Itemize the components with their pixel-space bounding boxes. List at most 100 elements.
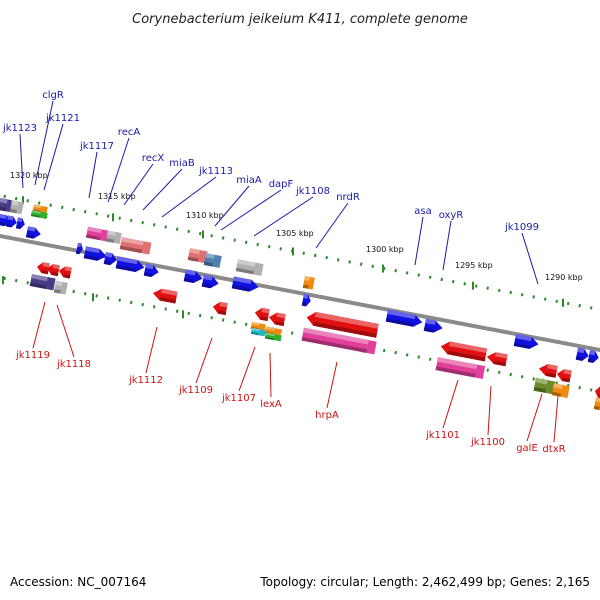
gene-label-reverse: jk1107 [221, 393, 256, 404]
track-tick [532, 377, 535, 381]
reverse-gene-arrow [593, 397, 600, 411]
reverse-gene-arrow [268, 312, 286, 327]
track-tick [233, 238, 236, 242]
gene-leader-line [326, 361, 338, 409]
track-tick [83, 210, 87, 214]
track-tick [118, 216, 121, 220]
reverse-gene-arrow [533, 377, 556, 395]
accession-text: Accession: NC_007164 [10, 575, 147, 589]
track-tick [578, 386, 581, 390]
track-tick [520, 293, 524, 297]
forward-gene-arrow [143, 263, 159, 277]
kbp-label: 1315 kbp [98, 192, 136, 201]
track-tick [589, 388, 593, 392]
topology-text: Topology: circular; Length: 2,462,499 bp… [260, 575, 590, 589]
track-tick [106, 296, 110, 300]
reverse-gene-arrow [58, 266, 72, 279]
track-tick [95, 294, 98, 298]
gene-leader-line [315, 202, 349, 249]
reverse-gene-arrow [486, 352, 508, 367]
kbp-label: 1310 kbp [186, 211, 224, 220]
track-tick [198, 313, 202, 318]
track-tick [210, 234, 213, 238]
gene-label-reverse: jk1118 [56, 359, 91, 370]
track-tick [37, 201, 41, 205]
track-tick [141, 220, 144, 225]
gene-leader-line [145, 326, 158, 374]
forward-gene-arrow [575, 347, 589, 361]
gene-label-forward: jk1113 [198, 166, 233, 177]
track-tick [106, 214, 110, 218]
track-tick [578, 304, 581, 308]
forward-gene-arrow [5, 215, 17, 228]
track-tick [325, 255, 328, 260]
track-tick [164, 307, 167, 311]
gene-leader-line [88, 151, 98, 199]
gene-label-reverse: lexA [260, 399, 282, 410]
track-tick [175, 227, 179, 231]
label-layer: 1320 kbp 1315 kbp 1310 kbp 1305 kbp 1300 kbp… [2, 90, 583, 455]
forward-gene-arrow [385, 309, 423, 327]
major-tick-upper [112, 213, 114, 222]
track-tick [49, 203, 52, 207]
forward-gene-arrow [9, 200, 24, 215]
major-tick-lower [92, 293, 94, 302]
forward-gene-arrow [25, 226, 41, 239]
major-tick-lower [2, 276, 4, 285]
track-tick [417, 273, 420, 277]
gene-leader-line [269, 352, 272, 398]
reverse-gene-arrow [264, 332, 282, 342]
track-tick [509, 290, 512, 295]
track-tick [428, 275, 432, 279]
track-tick [26, 199, 29, 203]
gene-label-reverse: jk1112 [128, 375, 163, 386]
gene-leader-line [521, 232, 539, 285]
forward-gene-arrow [119, 237, 152, 255]
gene-leader-line [123, 163, 154, 206]
track-tick [405, 353, 409, 357]
feature-layer [0, 198, 600, 411]
forward-gene-arrow [105, 230, 122, 244]
gene-leader-line [253, 196, 314, 237]
track-tick [497, 288, 501, 293]
kbp-label: 1290 kbp [545, 273, 583, 282]
forward-gene-arrow [302, 275, 315, 290]
gene-label-reverse: jk1109 [178, 385, 213, 396]
gene-leader-line [442, 220, 452, 271]
gene-leader-line [34, 100, 54, 186]
reverse-gene-arrow [29, 274, 56, 291]
kbp-label: 1300 kbp [366, 245, 404, 254]
gene-leader-line [56, 304, 75, 358]
forward-gene-arrow [0, 198, 14, 213]
track-tick [14, 278, 18, 283]
forward-gene-arrow [235, 259, 264, 276]
gene-label-reverse: jk1100 [470, 437, 505, 448]
reverse-gene-arrow [53, 280, 68, 295]
gene-label-reverse: galE [516, 443, 538, 454]
track-tick [3, 276, 6, 281]
forward-gene-arrow [187, 248, 208, 264]
track-tick [14, 196, 18, 201]
gene-label-forward: jk1121 [45, 113, 80, 124]
track-tick [118, 298, 121, 302]
track-tick [256, 242, 259, 247]
reverse-gene-arrow [250, 327, 266, 337]
reverse-gene-arrow [36, 262, 50, 275]
forward-gene-arrow [103, 252, 117, 266]
track-tick [520, 375, 524, 379]
reverse-gene-arrow [301, 327, 377, 355]
track-tick [72, 289, 75, 294]
track-tick [589, 306, 593, 310]
forward-gene-arrow [183, 269, 203, 283]
track-tick [95, 212, 98, 216]
gene-leader-line [238, 346, 256, 392]
forward-gene-arrow [301, 293, 311, 307]
track-tick [221, 318, 225, 322]
track-tick [463, 282, 466, 286]
reverse-gene-arrow [306, 312, 379, 338]
forward-gene-arrow [30, 210, 48, 219]
gene-label-forward: jk1108 [295, 186, 330, 197]
track-tick [555, 299, 558, 303]
